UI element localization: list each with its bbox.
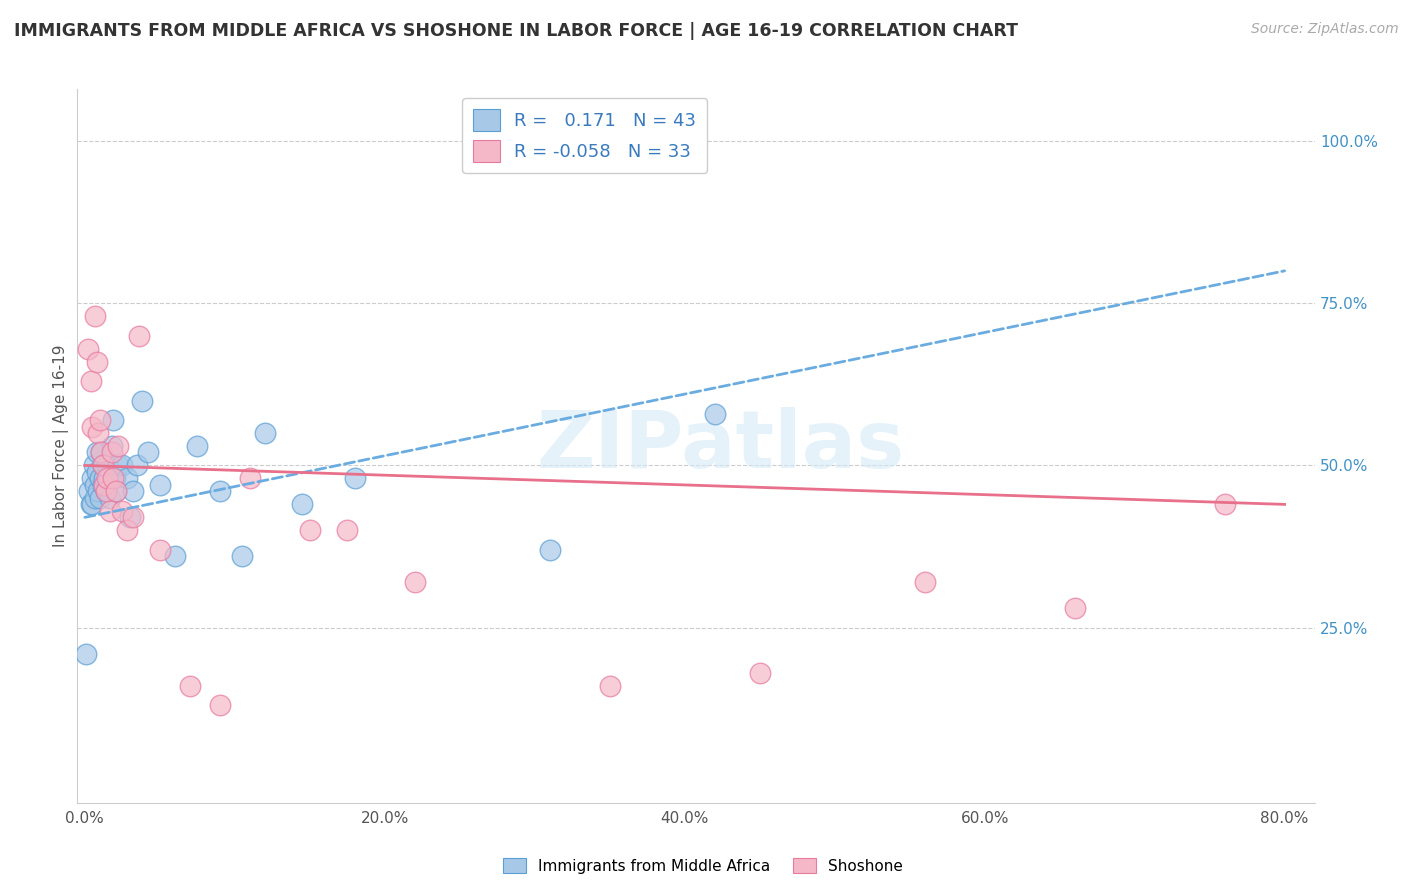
Point (79, 484, 101, 499)
Point (291, 497, 314, 511)
Point (82, 471, 104, 485)
Point (703, 407, 725, 421)
Point (107, 439, 129, 453)
Point (94, 484, 117, 499)
Point (599, 679, 621, 693)
Point (91, 478, 114, 492)
Point (89, 413, 111, 427)
Point (115, 524, 138, 538)
Legend: Immigrants from Middle Africa, Shoshone: Immigrants from Middle Africa, Shoshone (496, 852, 910, 880)
Point (94, 484, 117, 499)
Point (105, 484, 128, 499)
Point (136, 445, 159, 459)
Point (121, 484, 143, 499)
Point (87, 484, 110, 499)
Point (90, 445, 112, 459)
Point (89, 471, 111, 485)
Point (253, 425, 276, 440)
Point (101, 445, 124, 459)
Point (179, 679, 201, 693)
Point (404, 575, 426, 590)
Point (76, 342, 98, 356)
Point (149, 542, 172, 557)
Text: ZIPatlas: ZIPatlas (537, 407, 905, 485)
Point (149, 478, 172, 492)
Point (86, 354, 108, 368)
Point (208, 698, 231, 713)
Point (83, 458, 105, 473)
Point (118, 510, 141, 524)
Point (121, 510, 143, 524)
Point (914, 575, 936, 590)
Point (96, 471, 118, 485)
Point (101, 439, 124, 453)
Point (93, 478, 115, 492)
Point (1063, 601, 1085, 615)
Point (80, 374, 103, 388)
Point (104, 471, 127, 485)
Text: Source: ZipAtlas.com: Source: ZipAtlas.com (1251, 22, 1399, 37)
Point (86, 445, 108, 459)
Point (107, 458, 129, 473)
Point (105, 484, 128, 499)
Point (89, 491, 111, 505)
Point (115, 471, 138, 485)
Y-axis label: In Labor Force | Age 16-19: In Labor Force | Age 16-19 (53, 344, 69, 548)
Point (84, 478, 107, 492)
Point (98, 491, 121, 505)
Point (748, 666, 770, 681)
Point (298, 524, 321, 538)
Point (336, 524, 359, 538)
Point (163, 549, 186, 564)
Point (93, 471, 115, 485)
Point (96, 458, 118, 473)
Point (97, 471, 120, 485)
Point (103, 413, 125, 427)
Point (538, 542, 561, 557)
Point (84, 491, 107, 505)
Point (103, 471, 125, 485)
Point (186, 439, 208, 453)
Point (131, 393, 153, 408)
Point (128, 328, 150, 343)
Point (127, 458, 149, 473)
Point (80, 497, 103, 511)
Point (82, 497, 104, 511)
Point (91, 458, 114, 473)
Point (111, 504, 134, 518)
Point (231, 549, 253, 564)
Text: IMMIGRANTS FROM MIDDLE AFRICA VS SHOSHONE IN LABOR FORCE | AGE 16-19 CORRELATION: IMMIGRANTS FROM MIDDLE AFRICA VS SHOSHON… (14, 22, 1018, 40)
Point (84, 310, 107, 324)
Point (82, 419, 104, 434)
Legend: R =   0.171   N = 43, R = -0.058   N = 33: R = 0.171 N = 43, R = -0.058 N = 33 (463, 98, 707, 173)
Point (98, 504, 121, 518)
Point (91, 458, 114, 473)
Point (1213, 497, 1236, 511)
Point (75, 647, 97, 661)
Point (86, 465, 108, 479)
Point (343, 471, 366, 485)
Point (111, 458, 134, 473)
Point (90, 445, 112, 459)
Point (87, 425, 110, 440)
Point (239, 471, 262, 485)
Point (208, 484, 231, 499)
